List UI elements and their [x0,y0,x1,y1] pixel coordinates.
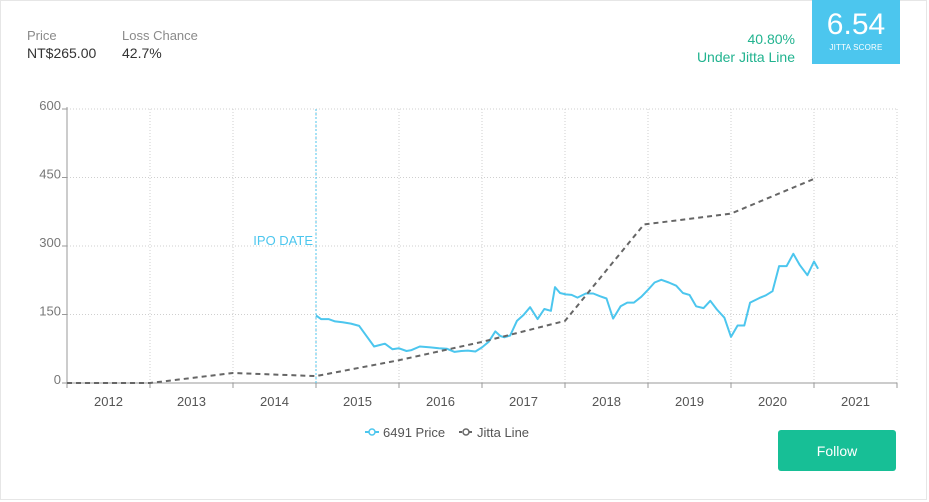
x-tick-label: 2017 [509,394,538,409]
legend-marker [462,428,470,436]
loss-chance-stat: Loss Chance 42.7% [122,28,198,62]
under-jitta-summary: 40.80% Under Jitta Line [697,30,795,66]
y-tick-label: 150 [39,304,61,319]
under-jitta-percent: 40.80% [747,31,795,47]
loss-chance-value: 42.7% [122,45,162,61]
y-tick-label: 300 [39,235,61,250]
price-series-line [315,252,819,353]
follow-button[interactable]: Follow [778,430,896,471]
x-tick-label: 2015 [343,394,372,409]
jitta-score-badge: 6.54 JITTA SCORE [812,0,900,64]
y-tick-label: 450 [39,167,61,182]
x-tick-label: 2016 [426,394,455,409]
x-tick-label: 2013 [177,394,206,409]
price-label: Price [27,28,57,43]
jitta-score-value: 6.54 [826,8,886,41]
x-tick-label: 2020 [758,394,787,409]
x-tick-label: 2012 [94,394,123,409]
price-value: NT$265.00 [27,45,97,61]
under-jitta-label: Under Jitta Line [696,49,795,65]
ipo-date-label: IPO DATE [253,233,313,248]
y-tick-label: 0 [54,372,61,387]
jitta-score-label: JITTA SCORE [829,43,883,52]
x-tick-label: 2014 [260,394,289,409]
x-tick-label: 2019 [675,394,704,409]
x-tick-label: 2018 [592,394,621,409]
legend-label: Jitta Line [477,425,529,440]
y-tick-label: 600 [39,98,61,113]
legend-label: 6491 Price [383,425,445,440]
jitta-series-line [67,177,815,384]
legend-marker [368,428,376,436]
price-stat: Price NT$265.00 [27,28,96,62]
x-tick-label: 2021 [841,394,870,409]
loss-chance-label: Loss Chance [122,28,198,43]
